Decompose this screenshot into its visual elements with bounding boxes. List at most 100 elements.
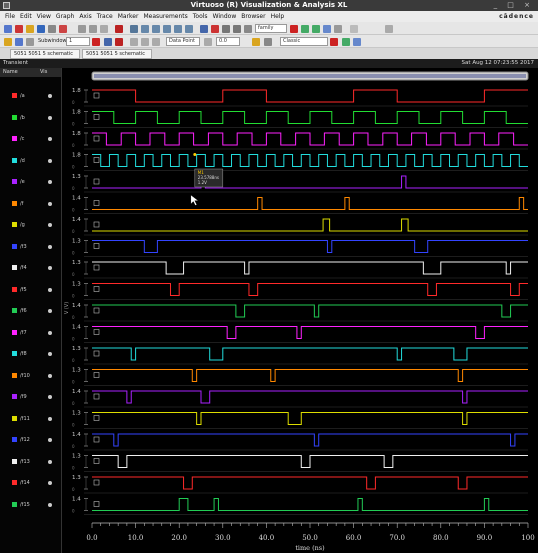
zoom-y-icon[interactable] (174, 25, 182, 33)
signal-row[interactable]: /e (0, 177, 62, 187)
point-icon[interactable] (130, 38, 138, 46)
signal-row[interactable]: /f6 (0, 306, 62, 316)
paste-icon[interactable] (100, 25, 108, 33)
family-icon[interactable] (244, 25, 252, 33)
visibility-toggle[interactable] (48, 416, 52, 421)
data-point-field[interactable]: Data Point (166, 37, 200, 46)
visibility-toggle[interactable] (48, 244, 52, 249)
menu-help[interactable]: Help (270, 13, 285, 20)
visibility-toggle[interactable] (48, 137, 52, 141)
waveform-plot[interactable]: V (V) 1.8 0 1.8 0 1.8 0 1.8 0 1.3 0 1.4 0 1.4 0 1.3 0 1.3… (62, 68, 538, 553)
layout-grid-icon[interactable] (264, 38, 272, 46)
signal-row[interactable]: /f3 (0, 242, 62, 252)
visibility-toggle[interactable] (48, 223, 52, 227)
visibility-toggle[interactable] (48, 352, 52, 356)
refresh-icon[interactable] (342, 38, 350, 46)
pencil-icon[interactable] (4, 38, 12, 46)
signal-row[interactable]: /f12 (0, 435, 62, 445)
value-field[interactable]: 0.0 (216, 37, 240, 46)
tab-schematic-1[interactable]: 5051 5051 5 schematic (10, 49, 80, 59)
delete-icon[interactable] (115, 25, 123, 33)
crosshair-icon[interactable] (152, 38, 160, 46)
signal-row[interactable]: /f14 (0, 478, 62, 488)
strip-chart-icon[interactable] (200, 25, 208, 33)
menu-window[interactable]: Window (212, 13, 237, 20)
add-subwindow-icon[interactable] (104, 38, 112, 46)
menu-graph[interactable]: Graph (55, 13, 75, 20)
signal-row[interactable]: /f10 (0, 371, 62, 381)
marker-icon[interactable] (211, 25, 219, 33)
new-subwindow-icon[interactable] (15, 25, 23, 33)
layout-icon[interactable] (350, 25, 358, 33)
font-icon[interactable] (233, 25, 241, 33)
signal-row[interactable]: /f (0, 199, 62, 209)
delete-subwindow-icon[interactable] (115, 38, 123, 46)
menu-view[interactable]: View (36, 13, 51, 20)
calculator-icon[interactable] (301, 25, 309, 33)
copy-icon[interactable] (89, 25, 97, 33)
print-icon[interactable] (48, 25, 56, 33)
new-window-icon[interactable] (4, 25, 12, 33)
name-column-header[interactable]: Name (3, 69, 18, 75)
visibility-toggle[interactable] (48, 309, 52, 313)
menu-edit[interactable]: Edit (20, 13, 32, 20)
xy-icon[interactable] (204, 38, 212, 46)
signal-row[interactable]: /c (0, 134, 62, 144)
signal-row[interactable]: /f5 (0, 285, 62, 295)
camera-icon[interactable] (59, 25, 67, 33)
zoom-box-icon[interactable] (185, 25, 193, 33)
vis-column-header[interactable]: Vis (40, 69, 48, 75)
signal-row[interactable]: /g (0, 220, 62, 230)
visibility-toggle[interactable] (48, 438, 52, 442)
visibility-toggle[interactable] (48, 395, 52, 399)
measure-icon[interactable] (334, 25, 342, 33)
visibility-toggle[interactable] (48, 459, 52, 464)
signal-row[interactable]: /f4 (0, 263, 62, 273)
visibility-toggle[interactable] (48, 502, 52, 507)
signal-row[interactable]: /a (0, 91, 62, 101)
subwindow-select[interactable]: 1 (66, 37, 90, 46)
menu-browser[interactable]: Browser (241, 13, 266, 20)
visibility-toggle[interactable] (48, 373, 52, 378)
window-controls[interactable]: _ □ × (493, 1, 534, 9)
menu-measurements[interactable]: Measurements (143, 13, 188, 20)
open-icon[interactable] (26, 25, 34, 33)
stack-icon[interactable] (15, 38, 23, 46)
menu-marker[interactable]: Marker (117, 13, 139, 20)
visibility-toggle[interactable] (48, 287, 52, 292)
signal-row[interactable]: /f13 (0, 457, 62, 467)
chevron-down-icon[interactable] (290, 25, 298, 33)
fit-icon[interactable] (130, 25, 138, 33)
signal-row[interactable]: /f11 (0, 414, 62, 424)
visibility-toggle[interactable] (48, 158, 52, 163)
signal-row[interactable]: /f7 (0, 328, 62, 338)
visibility-toggle[interactable] (48, 180, 52, 184)
zoom-x-icon[interactable] (163, 25, 171, 33)
visibility-toggle[interactable] (48, 330, 52, 335)
visibility-toggle[interactable] (48, 266, 52, 270)
zoom-out-icon[interactable] (152, 25, 160, 33)
visibility-toggle[interactable] (48, 481, 52, 485)
chevron-down-icon[interactable] (330, 38, 338, 46)
style-select[interactable]: Classic (280, 37, 328, 46)
family-select[interactable]: family (255, 24, 287, 33)
signal-row[interactable]: /f8 (0, 349, 62, 359)
signal-row[interactable]: /f15 (0, 500, 62, 510)
signal-row[interactable]: /f9 (0, 392, 62, 402)
grid-icon[interactable] (222, 25, 230, 33)
signal-row[interactable]: /b (0, 113, 62, 123)
table-icon[interactable] (312, 25, 320, 33)
signal-row[interactable]: /d (0, 156, 62, 166)
results-browser-icon[interactable] (323, 25, 331, 33)
scale-icon[interactable] (252, 38, 260, 46)
overlay-icon[interactable] (26, 38, 34, 46)
zoom-in-icon[interactable] (141, 25, 149, 33)
tab-schematic-2[interactable]: 5051 5051 5 schematic (82, 49, 152, 59)
menu-trace[interactable]: Trace (96, 13, 113, 20)
settings-icon[interactable] (353, 38, 361, 46)
menu-axis[interactable]: Axis (79, 13, 92, 20)
visibility-toggle[interactable] (48, 94, 52, 98)
menu-tools[interactable]: Tools (192, 13, 208, 20)
visibility-toggle[interactable] (48, 115, 52, 120)
snap-icon[interactable] (141, 38, 149, 46)
